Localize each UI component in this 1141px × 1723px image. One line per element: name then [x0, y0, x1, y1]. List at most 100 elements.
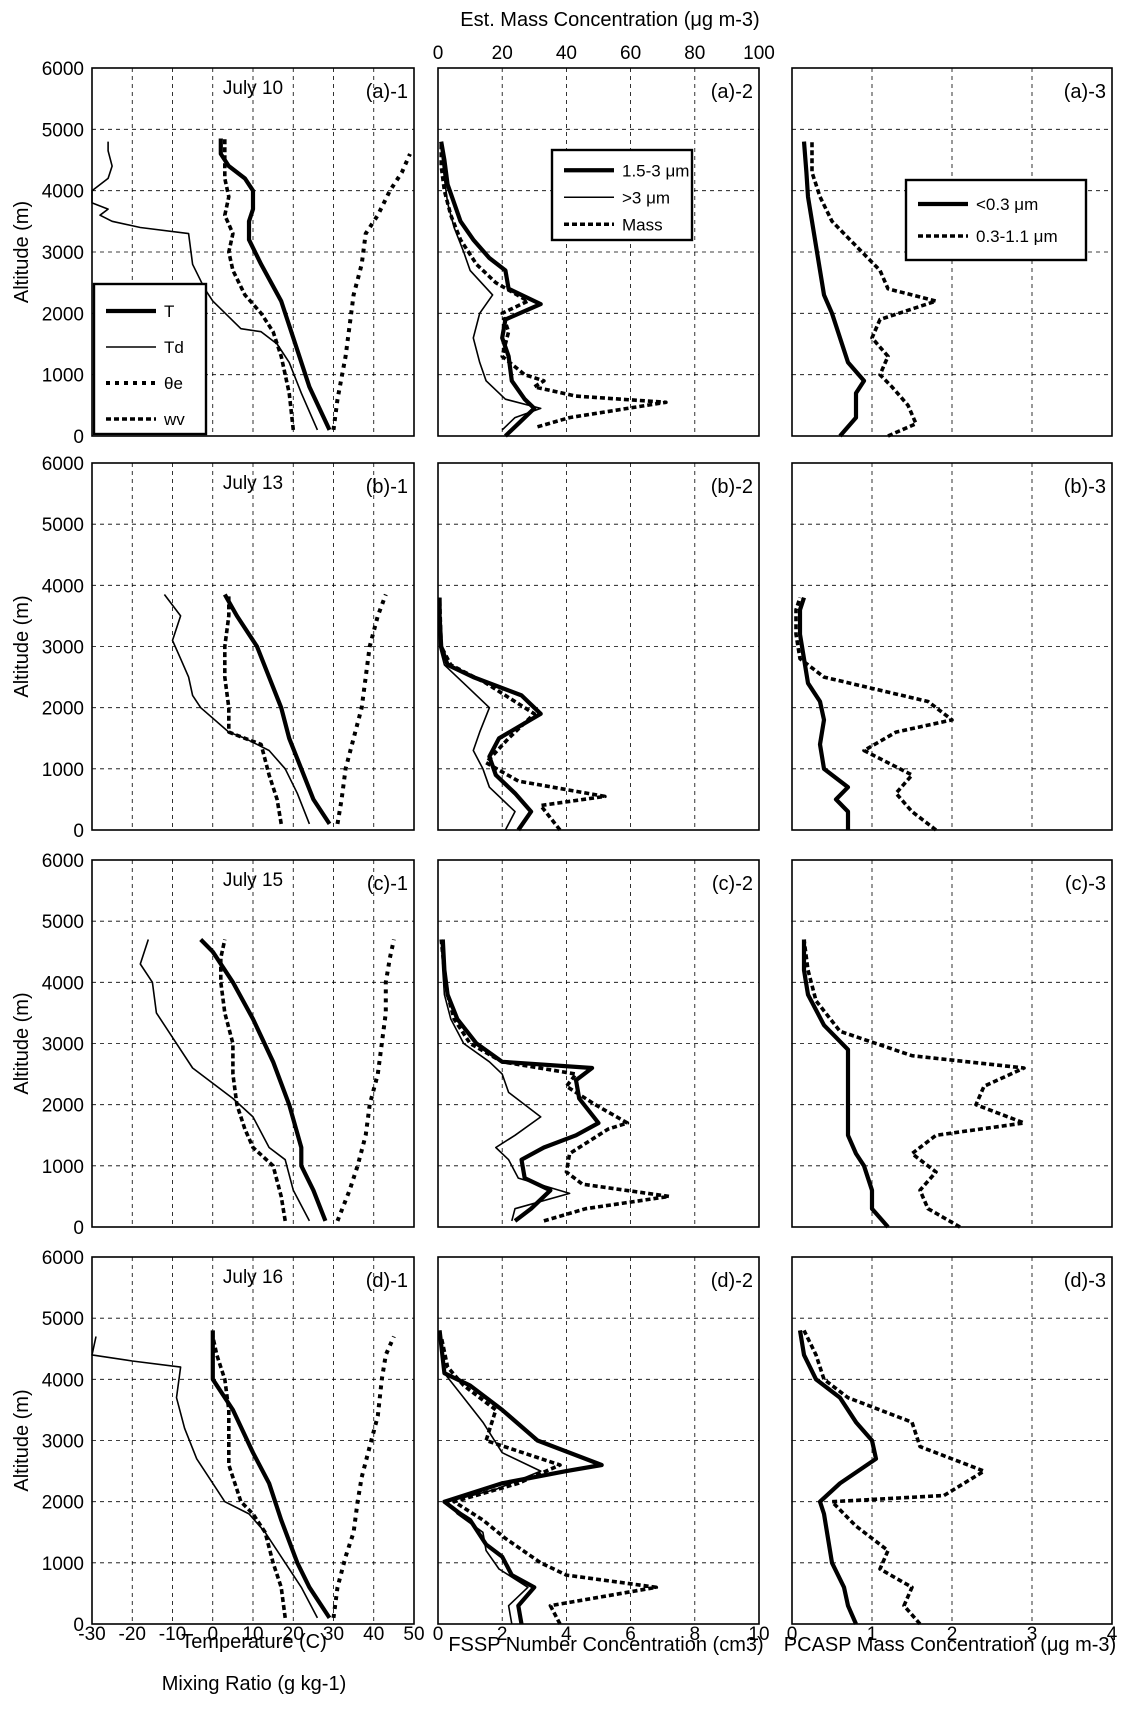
altitude-tick-label: 5000 [42, 1309, 84, 1330]
legend-col1: T Td θe wv [92, 282, 208, 436]
panel-tag: (b)-1 [366, 476, 408, 498]
series-line-thick [801, 141, 867, 438]
top-tick-label: 60 [620, 43, 641, 64]
panel-frames [91, 67, 1113, 1625]
x-tick-label: 0 [433, 1624, 444, 1645]
panel-tag: (d)-3 [1064, 1270, 1106, 1292]
legend-col3: <0.3 μm 0.3-1.1 μm [904, 178, 1088, 262]
altitude-tick-label: 2000 [42, 304, 84, 325]
altitude-tick-label: 2000 [42, 1096, 84, 1117]
series-line-thin [438, 597, 516, 831]
x-tick-label: -10 [159, 1624, 186, 1645]
date-label: July 16 [223, 1267, 283, 1288]
series-line-thick [797, 596, 851, 830]
altitude-tick-label: 1000 [42, 1554, 84, 1575]
x-tick-label: 1 [867, 1624, 878, 1645]
legend-label: <0.3 μm [976, 195, 1038, 214]
panel-frame [437, 67, 760, 437]
series-line-dashed [223, 594, 283, 825]
panel-frame [437, 462, 760, 831]
panel-frame [791, 462, 1113, 831]
altitude-tick-label: 3000 [42, 1035, 84, 1056]
series-line-dashed [437, 597, 607, 832]
top-tick-label: 80 [684, 43, 705, 64]
legend-label: 1.5-3 μm [622, 161, 689, 180]
col1-xlabel: Temperature (C) [181, 1631, 327, 1653]
series-line-thick [437, 597, 543, 832]
altitude-tick-label: 5000 [42, 515, 84, 536]
legend-label: >3 μm [622, 188, 670, 207]
altitude-tick-label: 2000 [42, 699, 84, 720]
x-tick-label: 50 [403, 1624, 424, 1645]
series-line-dashed [219, 939, 287, 1222]
legend-box [92, 282, 208, 436]
panel-tag: (b)-2 [711, 476, 753, 498]
top-tick-label: 40 [556, 43, 577, 64]
x-tick-label: 6 [625, 1624, 636, 1645]
series-line-dashed [223, 138, 296, 431]
panel-tag: (a)-2 [711, 81, 753, 103]
top-tick-label: 20 [492, 43, 513, 64]
altitude-axis-label: Altitude (m) [11, 1389, 33, 1491]
series-line-dotted [335, 593, 388, 825]
series-line-thick [199, 938, 328, 1222]
panel-frame [437, 1256, 760, 1625]
panel-tag: (a)-3 [1064, 81, 1106, 103]
altitude-tick-label: 5000 [42, 912, 84, 933]
panel-frame [791, 859, 1113, 1228]
col1-xlabel2: Mixing Ratio (g kg-1) [162, 1673, 347, 1695]
series-line-thick [439, 141, 543, 438]
x-tick-label: -20 [119, 1624, 146, 1645]
altitude-tick-label: 6000 [42, 851, 84, 872]
series-line-dotted [335, 939, 396, 1222]
legend-label: wv [163, 410, 185, 429]
panel-tags: (a)-1 (a)-2 (a)-3 July 10 (b)-1 (b)-2 (b)-3 Jul… [223, 78, 1106, 1292]
top-tick-label: 100 [743, 43, 775, 64]
legend-label: T [164, 302, 174, 321]
x-tick-label: 30 [323, 1624, 344, 1645]
altitude-tick-label: 0 [73, 427, 84, 448]
data-lines [91, 138, 1026, 1626]
x-tick-label: 8 [690, 1624, 701, 1645]
altitude-tick-label: 5000 [42, 120, 84, 141]
x-tick-label: 4 [561, 1624, 572, 1645]
series-line-thick [801, 939, 890, 1229]
altitude-tick-label: 6000 [42, 1248, 84, 1269]
series-line-thick [218, 138, 332, 431]
x-tick-label: 2 [497, 1624, 508, 1645]
series-line-dashed [810, 141, 938, 438]
series-line-dotted [331, 153, 412, 431]
panel-tag: (b)-3 [1064, 476, 1106, 498]
series-line-thick [797, 1330, 879, 1625]
altitude-tick-label: 4000 [42, 973, 84, 994]
series-line-dashed [802, 1329, 986, 1626]
altitude-tick-label: 0 [73, 1218, 84, 1239]
altitude-tick-label: 4000 [42, 576, 84, 597]
panel-frame [91, 1256, 415, 1625]
panel-tag: (a)-1 [366, 81, 408, 103]
series-line-thin [91, 1336, 319, 1619]
col3-xlabel: PCASP Mass Concentration (μg m-3) [784, 1634, 1116, 1656]
legend-box [904, 178, 1088, 262]
series-line-dashed [802, 939, 1026, 1229]
altitude-tick-label: 0 [73, 821, 84, 842]
series-line-dashed [211, 1336, 287, 1619]
legend-col2: 1.5-3 μm >3 μm Mass [550, 148, 694, 242]
panel-tag: (d)-2 [711, 1270, 753, 1292]
altitude-tick-label: 0 [73, 1615, 84, 1636]
altitude-tick-label: 1000 [42, 366, 84, 387]
series-line-thin [139, 939, 311, 1222]
col2-xlabel: FSSP Number Concentration (cm3) [448, 1634, 763, 1656]
altitude-axis-label: Altitude (m) [11, 201, 33, 303]
series-line-thin [438, 1330, 542, 1625]
altitude-tick-label: 1000 [42, 1157, 84, 1178]
panel-tag: (c)-1 [367, 873, 408, 895]
panel-frame [91, 67, 415, 437]
panel-grids [92, 68, 1112, 1624]
panel-frame [91, 859, 415, 1228]
legend-label: θe [164, 374, 183, 393]
series-line-thick [437, 1330, 604, 1625]
series-line-thin [163, 594, 311, 825]
